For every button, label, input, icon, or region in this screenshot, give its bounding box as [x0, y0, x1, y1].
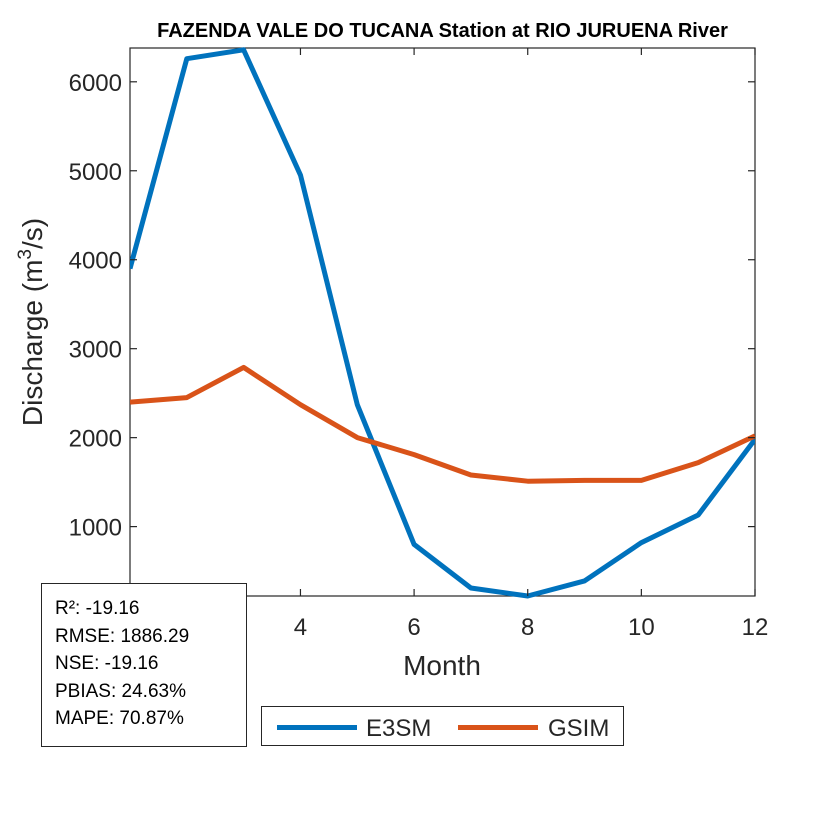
ticks-layer: 1000 2000 3000 4000 5000 6000 4 6 8 10 12	[69, 48, 769, 641]
plot-axes	[129, 47, 756, 597]
y-axis-label-main: Discharge (m	[17, 260, 48, 426]
stat-r2: R²: -19.16	[55, 598, 140, 619]
y-tick-label: 1000	[69, 515, 122, 542]
stats-box: R²: -19.16 RMSE: 1886.29 NSE: -19.16 PBI…	[41, 583, 247, 747]
legend-label-gsim: GSIM	[548, 715, 610, 742]
y-tick-label: 6000	[69, 70, 122, 97]
legend: E3SM GSIM	[261, 706, 624, 746]
series-line-e3sm	[130, 47, 755, 599]
y-tick-label: 5000	[69, 159, 122, 186]
legend-label-e3sm: E3SM	[366, 715, 432, 742]
stat-mape: MAPE: 70.87%	[55, 708, 184, 729]
x-tick-label: 10	[628, 614, 655, 641]
x-tick-label: 6	[407, 614, 420, 641]
y-tick-label: 3000	[69, 337, 122, 364]
series-line-gsim	[130, 364, 755, 484]
stat-pbias: PBIAS: 24.63%	[55, 680, 186, 702]
y-tick-label: 4000	[69, 248, 122, 275]
x-tick-label: 8	[521, 614, 534, 641]
x-axis-label: Month	[403, 650, 481, 681]
legend-swatch-gsim	[458, 725, 538, 730]
y-axis-label: Discharge (m3/s)	[15, 218, 48, 426]
series-layer	[130, 47, 755, 599]
y-axis-label-sup: 3	[15, 249, 36, 260]
stat-rmse: RMSE: 1886.29	[55, 625, 190, 647]
plot-frame	[129, 47, 756, 597]
stat-nse: NSE: -19.16	[55, 653, 159, 674]
y-tick-label: 2000	[69, 426, 122, 453]
chart-title: FAZENDA VALE DO TUCANA Station at RIO JU…	[157, 20, 728, 42]
x-tick-label: 4	[294, 614, 307, 641]
y-axis-label-tail: /s)	[17, 218, 48, 249]
legend-swatch-e3sm	[277, 725, 357, 730]
x-tick-label: 12	[742, 614, 769, 641]
